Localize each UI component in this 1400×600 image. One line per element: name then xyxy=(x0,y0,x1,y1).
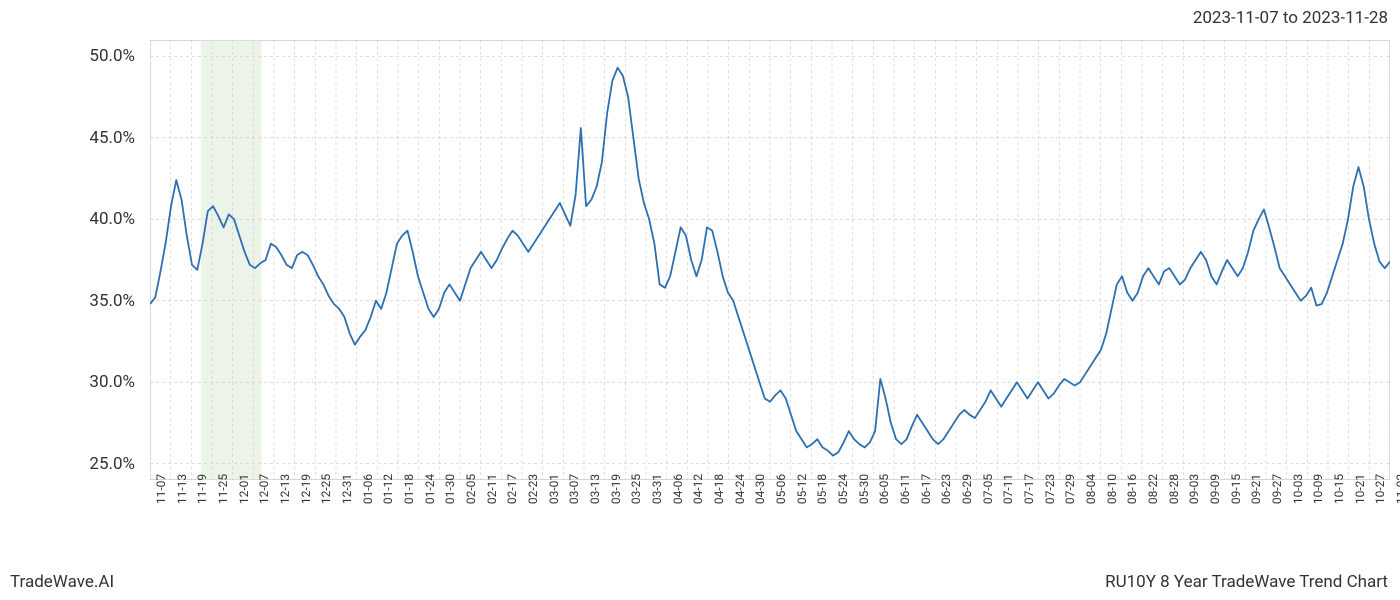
x-tick-label: 03-25 xyxy=(629,474,643,504)
x-tick-label: 05-06 xyxy=(774,474,788,504)
x-tick-label: 04-06 xyxy=(671,474,685,504)
x-tick-label: 07-11 xyxy=(1001,474,1015,504)
x-tick-label: 12-25 xyxy=(319,474,333,504)
y-tick-label: 40.0% xyxy=(89,209,135,229)
footer-brand: TradeWave.AI xyxy=(10,572,114,592)
x-tick-label: 12-19 xyxy=(299,474,313,504)
x-tick-label: 12-31 xyxy=(340,474,354,504)
x-tick-label: 03-19 xyxy=(609,474,623,504)
x-tick-label: 08-22 xyxy=(1146,474,1160,504)
x-tick-label: 01-24 xyxy=(423,474,437,504)
x-tick-label: 03-31 xyxy=(650,474,664,504)
x-tick-label: 01-30 xyxy=(443,474,457,504)
x-tick-label: 08-28 xyxy=(1167,474,1181,504)
x-tick-label: 09-03 xyxy=(1187,474,1201,504)
x-tick-label: 02-11 xyxy=(485,474,499,504)
x-tick-label: 06-29 xyxy=(960,474,974,504)
x-tick-label: 01-12 xyxy=(381,474,395,504)
line-chart-svg xyxy=(150,40,1390,480)
x-tick-label: 02-17 xyxy=(505,474,519,504)
chart-container: 2023-11-07 to 2023-11-28 25.0% 30.0% 35.0%… xyxy=(0,0,1400,600)
x-tick-label: 08-16 xyxy=(1125,474,1139,504)
x-tick-label: 07-05 xyxy=(981,474,995,504)
x-tick-label: 11-13 xyxy=(175,474,189,504)
x-tick-label: 05-18 xyxy=(815,474,829,504)
x-tick-label: 05-24 xyxy=(836,474,850,504)
x-tick-label: 06-17 xyxy=(919,474,933,504)
date-range-label: 2023-11-07 to 2023-11-28 xyxy=(1193,8,1388,28)
y-axis: 25.0% 30.0% 35.0% 40.0% 45.0% 50.0% xyxy=(0,40,145,480)
x-tick-label: 05-12 xyxy=(795,474,809,504)
x-tick-label: 06-11 xyxy=(898,474,912,504)
y-tick-label: 50.0% xyxy=(89,46,135,66)
x-tick-label: 04-30 xyxy=(753,474,767,504)
x-tick-label: 11-19 xyxy=(195,474,209,504)
x-tick-label: 11-07 xyxy=(154,474,168,504)
x-tick-label: 09-21 xyxy=(1249,474,1263,504)
x-tick-label: 09-27 xyxy=(1270,474,1284,504)
x-tick-label: 11-25 xyxy=(216,474,230,504)
x-tick-label: 10-03 xyxy=(1291,474,1305,504)
x-tick-label: 12-13 xyxy=(278,474,292,504)
x-tick-label: 07-17 xyxy=(1022,474,1036,504)
x-tick-label: 07-29 xyxy=(1063,474,1077,504)
x-tick-label: 01-06 xyxy=(361,474,375,504)
x-tick-label: 06-05 xyxy=(877,474,891,504)
x-tick-label: 03-01 xyxy=(547,474,561,504)
x-tick-label: 02-23 xyxy=(526,474,540,504)
x-tick-label: 10-09 xyxy=(1311,474,1325,504)
x-tick-label: 02-05 xyxy=(464,474,478,504)
x-tick-label: 04-12 xyxy=(691,474,705,504)
chart-plot-area xyxy=(150,40,1390,480)
x-tick-label: 11-02 xyxy=(1394,474,1400,504)
x-tick-label: 08-10 xyxy=(1105,474,1119,504)
x-tick-label: 10-27 xyxy=(1373,474,1387,504)
y-tick-label: 30.0% xyxy=(89,372,135,392)
x-tick-label: 03-07 xyxy=(567,474,581,504)
x-tick-label: 09-09 xyxy=(1208,474,1222,504)
x-tick-label: 08-04 xyxy=(1084,474,1098,504)
y-tick-label: 45.0% xyxy=(89,128,135,148)
x-tick-label: 10-21 xyxy=(1353,474,1367,504)
x-axis: 11-0711-1311-1911-2512-0112-0712-1312-19… xyxy=(150,485,1390,545)
x-tick-label: 12-07 xyxy=(257,474,271,504)
x-tick-label: 12-01 xyxy=(237,474,251,504)
x-tick-label: 09-15 xyxy=(1229,474,1243,504)
footer-title: RU10Y 8 Year TradeWave Trend Chart xyxy=(1105,572,1388,592)
x-tick-label: 04-18 xyxy=(712,474,726,504)
y-tick-label: 35.0% xyxy=(89,291,135,311)
y-tick-label: 25.0% xyxy=(89,454,135,474)
x-tick-label: 01-18 xyxy=(402,474,416,504)
x-tick-label: 04-24 xyxy=(733,474,747,504)
x-tick-label: 03-13 xyxy=(588,474,602,504)
x-tick-label: 05-30 xyxy=(857,474,871,504)
x-tick-label: 07-23 xyxy=(1043,474,1057,504)
x-tick-label: 10-15 xyxy=(1332,474,1346,504)
x-tick-label: 06-23 xyxy=(939,474,953,504)
